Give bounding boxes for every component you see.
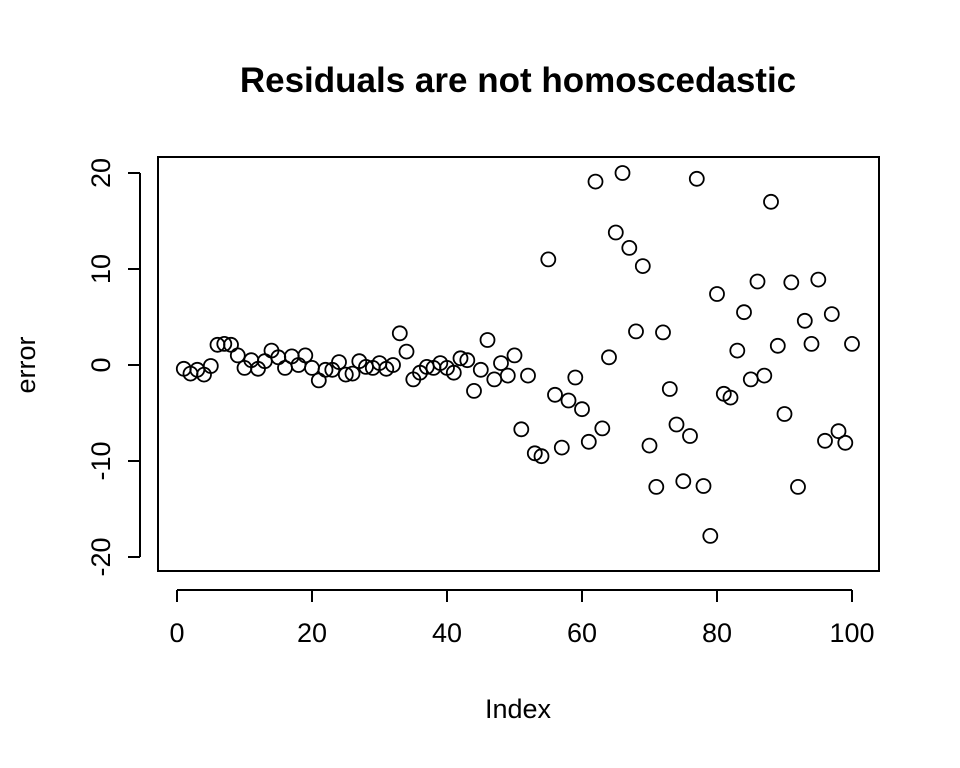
data-point xyxy=(216,335,233,352)
data-point xyxy=(466,382,482,399)
data-point xyxy=(763,193,779,210)
chart-title: Residuals are not homoscedastic xyxy=(240,61,796,100)
data-point xyxy=(682,428,698,444)
data-point xyxy=(661,381,678,397)
x-tick-label: 20 xyxy=(297,618,327,648)
data-point xyxy=(803,335,820,352)
data-point xyxy=(344,365,361,382)
data-point xyxy=(310,372,327,389)
data-point xyxy=(594,420,611,437)
data-point xyxy=(837,434,854,451)
y-tick-label: -10 xyxy=(86,441,116,480)
data-point xyxy=(736,304,752,321)
data-point xyxy=(567,369,584,386)
data-point xyxy=(499,367,516,384)
data-point xyxy=(709,286,725,302)
data-point xyxy=(520,367,536,384)
y-tick-label: 20 xyxy=(86,158,116,188)
data-point xyxy=(769,337,786,354)
data-point xyxy=(506,347,523,364)
data-point xyxy=(533,448,550,465)
data-point xyxy=(486,371,503,388)
data-points xyxy=(175,165,860,544)
data-point xyxy=(540,251,557,268)
data-point xyxy=(729,342,746,359)
data-point xyxy=(547,386,563,403)
data-point xyxy=(614,165,631,181)
x-tick-label: 40 xyxy=(432,618,462,648)
y-tick-label: 10 xyxy=(86,254,116,284)
data-point xyxy=(553,439,570,456)
data-point xyxy=(580,433,597,450)
data-point xyxy=(695,478,712,494)
y-tick-label: -20 xyxy=(86,537,116,576)
data-point xyxy=(790,478,806,495)
x-tick-label: 100 xyxy=(829,618,874,648)
data-point xyxy=(472,361,489,378)
data-point xyxy=(810,271,827,288)
data-point xyxy=(513,421,530,438)
y-axis: -20 -10 0 10 20 xyxy=(86,158,141,577)
x-axis: 0 20 40 60 80 100 xyxy=(169,589,875,648)
data-point xyxy=(742,371,759,388)
data-point xyxy=(796,312,813,329)
data-point xyxy=(317,361,334,378)
data-point xyxy=(229,347,246,364)
data-point xyxy=(587,173,604,190)
data-point xyxy=(331,354,347,371)
data-point xyxy=(830,423,847,440)
data-point xyxy=(452,350,469,367)
x-tick-label: 60 xyxy=(567,618,597,648)
data-point xyxy=(479,332,496,348)
data-point xyxy=(459,352,476,369)
data-point xyxy=(445,364,462,381)
data-point xyxy=(601,349,617,366)
data-point xyxy=(634,258,651,275)
data-point xyxy=(560,392,577,409)
y-tick-label: 0 xyxy=(86,357,116,372)
data-point xyxy=(641,437,658,454)
data-point xyxy=(398,343,415,360)
data-point xyxy=(655,324,671,341)
data-point xyxy=(337,366,354,383)
data-point xyxy=(844,335,860,352)
x-tick-label: 0 xyxy=(169,618,184,648)
data-point xyxy=(783,274,800,291)
plot-frame xyxy=(157,156,880,572)
data-point xyxy=(628,323,644,340)
data-point xyxy=(574,401,590,418)
data-point xyxy=(702,528,719,544)
y-axis-label: error xyxy=(11,336,41,393)
data-point xyxy=(817,432,833,449)
data-point xyxy=(607,224,624,241)
x-tick-label: 80 xyxy=(702,618,732,648)
x-axis-label: Index xyxy=(485,694,552,724)
data-point xyxy=(776,406,793,422)
data-point xyxy=(749,273,766,290)
data-point xyxy=(493,355,509,372)
data-point xyxy=(668,416,685,433)
data-point xyxy=(675,473,692,490)
data-point xyxy=(648,478,665,495)
data-point xyxy=(202,358,219,374)
data-point xyxy=(756,367,773,384)
data-point xyxy=(385,357,401,373)
data-point xyxy=(621,239,638,256)
data-point xyxy=(688,170,705,187)
data-point xyxy=(297,347,314,364)
data-point xyxy=(722,389,739,406)
data-point xyxy=(823,306,840,323)
data-point xyxy=(391,325,408,342)
